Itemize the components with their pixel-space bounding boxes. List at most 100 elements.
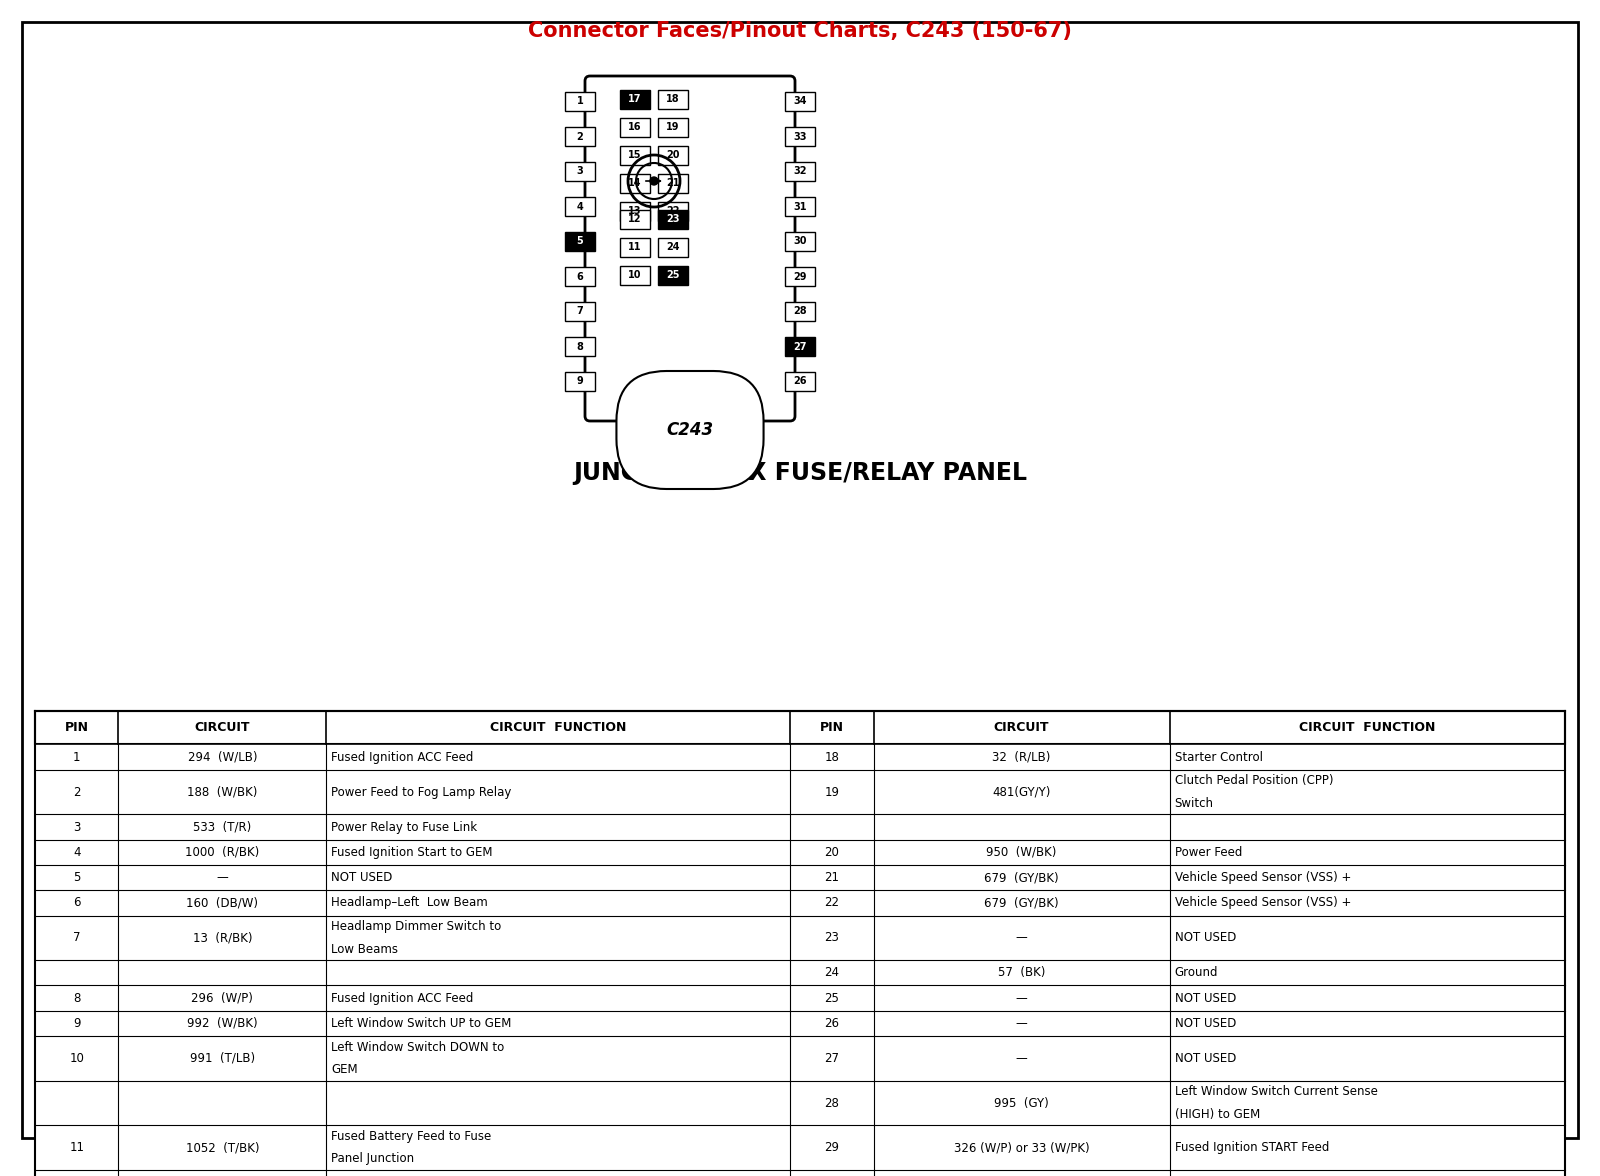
Text: 13  (R/BK): 13 (R/BK) — [192, 931, 253, 944]
FancyBboxPatch shape — [586, 76, 795, 421]
Text: 18: 18 — [824, 750, 840, 763]
Text: 25: 25 — [666, 270, 680, 281]
Text: 5: 5 — [576, 236, 584, 247]
Text: 3: 3 — [576, 167, 584, 176]
Text: Connector Faces/Pinout Charts, C243 (150-67): Connector Faces/Pinout Charts, C243 (150… — [528, 21, 1072, 41]
Text: Left Window Switch UP to GEM: Left Window Switch UP to GEM — [331, 1017, 512, 1030]
Bar — [565, 338, 595, 356]
Bar — [621, 238, 650, 258]
Text: 7: 7 — [576, 307, 584, 316]
Bar — [621, 211, 650, 229]
Text: 481(GY/Y): 481(GY/Y) — [992, 786, 1051, 799]
Text: 57  (BK): 57 (BK) — [998, 967, 1045, 980]
Text: 17: 17 — [629, 94, 642, 105]
Text: 533  (T/R): 533 (T/R) — [194, 821, 251, 834]
Bar — [621, 174, 650, 193]
Text: Power Feed to Fog Lamp Relay: Power Feed to Fog Lamp Relay — [331, 786, 512, 799]
Text: NOT USED: NOT USED — [331, 871, 392, 884]
Text: 18: 18 — [666, 94, 680, 105]
Text: GEM: GEM — [331, 1063, 358, 1076]
Bar — [786, 372, 814, 390]
Text: Fused Ignition START Feed: Fused Ignition START Feed — [1174, 1141, 1330, 1155]
Text: Clutch Pedal Position (CPP): Clutch Pedal Position (CPP) — [1174, 774, 1333, 788]
Text: 9: 9 — [74, 1017, 80, 1030]
Text: 21: 21 — [824, 871, 840, 884]
Text: 950  (W/BK): 950 (W/BK) — [987, 846, 1056, 858]
Text: 20: 20 — [666, 151, 680, 160]
Text: —: — — [1016, 1051, 1027, 1065]
Bar — [35, 1081, 1565, 1125]
Bar — [658, 202, 688, 221]
Text: CIRCUIT: CIRCUIT — [994, 721, 1050, 735]
Bar — [35, 1010, 1565, 1036]
Text: 1000  (R/BK): 1000 (R/BK) — [186, 846, 259, 858]
Text: 10: 10 — [69, 1051, 85, 1065]
Text: 3: 3 — [74, 821, 80, 834]
Text: Vehicle Speed Sensor (VSS) +: Vehicle Speed Sensor (VSS) + — [1174, 896, 1350, 909]
Text: Switch: Switch — [1174, 796, 1213, 810]
Text: 28: 28 — [794, 307, 806, 316]
Text: 1: 1 — [74, 750, 80, 763]
Text: 22: 22 — [666, 207, 680, 216]
Text: 294  (W/LB): 294 (W/LB) — [187, 750, 258, 763]
Text: Fused Ignition Start to GEM: Fused Ignition Start to GEM — [331, 846, 493, 858]
Text: NOT USED: NOT USED — [1174, 931, 1235, 944]
Bar — [621, 266, 650, 285]
Text: C243: C243 — [667, 421, 714, 439]
Bar — [35, 864, 1565, 890]
Text: NOT USED: NOT USED — [1174, 1017, 1235, 1030]
Text: —: — — [1016, 991, 1027, 1004]
Text: 27: 27 — [824, 1051, 840, 1065]
Bar — [658, 238, 688, 258]
Text: 19: 19 — [824, 786, 840, 799]
Text: Fused Battery Feed to Fuse: Fused Battery Feed to Fuse — [331, 1130, 491, 1143]
Text: 22: 22 — [824, 896, 840, 909]
Bar — [786, 338, 814, 356]
Text: 12: 12 — [629, 214, 642, 225]
Text: PIN: PIN — [64, 721, 90, 735]
Text: 1052  (T/BK): 1052 (T/BK) — [186, 1141, 259, 1155]
Text: 21: 21 — [666, 179, 680, 188]
Text: 1: 1 — [576, 96, 584, 107]
Text: 32: 32 — [794, 167, 806, 176]
Text: 14: 14 — [629, 179, 642, 188]
Text: PIN: PIN — [819, 721, 845, 735]
Text: 33: 33 — [794, 132, 806, 141]
Text: Left Window Switch Current Sense: Left Window Switch Current Sense — [1174, 1085, 1378, 1098]
Text: 5: 5 — [74, 871, 80, 884]
Text: 6: 6 — [576, 272, 584, 281]
Circle shape — [650, 178, 658, 185]
Text: 160  (DB/W): 160 (DB/W) — [186, 896, 258, 909]
Text: 11: 11 — [629, 242, 642, 253]
Text: Panel Junction: Panel Junction — [331, 1152, 414, 1165]
Text: Fused Ignition ACC Feed: Fused Ignition ACC Feed — [331, 750, 474, 763]
Bar — [786, 162, 814, 181]
Text: 679  (GY/BK): 679 (GY/BK) — [984, 896, 1059, 909]
Bar — [35, 814, 1565, 840]
Text: 30: 30 — [794, 236, 806, 247]
Text: 296  (W/P): 296 (W/P) — [192, 991, 253, 1004]
Text: 19: 19 — [666, 122, 680, 133]
Bar — [35, 1036, 1565, 1081]
Bar — [565, 198, 595, 216]
Text: 9: 9 — [576, 376, 584, 387]
Text: (HIGH) to GEM: (HIGH) to GEM — [1174, 1108, 1259, 1121]
Text: Headlamp–Left  Low Beam: Headlamp–Left Low Beam — [331, 896, 488, 909]
Text: —: — — [216, 871, 229, 884]
Text: 2: 2 — [74, 786, 80, 799]
Bar — [565, 127, 595, 146]
Bar — [786, 302, 814, 321]
Text: 31: 31 — [794, 201, 806, 212]
Text: 10: 10 — [629, 270, 642, 281]
Bar — [658, 174, 688, 193]
Bar — [35, 711, 1565, 744]
Bar — [565, 232, 595, 250]
Text: —: — — [1016, 1017, 1027, 1030]
Bar — [35, 960, 1565, 985]
Bar — [35, 1125, 1565, 1170]
Text: Left Window Switch DOWN to: Left Window Switch DOWN to — [331, 1041, 504, 1054]
Bar — [786, 198, 814, 216]
Text: 679  (GY/BK): 679 (GY/BK) — [984, 871, 1059, 884]
Bar — [658, 146, 688, 165]
Bar — [35, 915, 1565, 960]
